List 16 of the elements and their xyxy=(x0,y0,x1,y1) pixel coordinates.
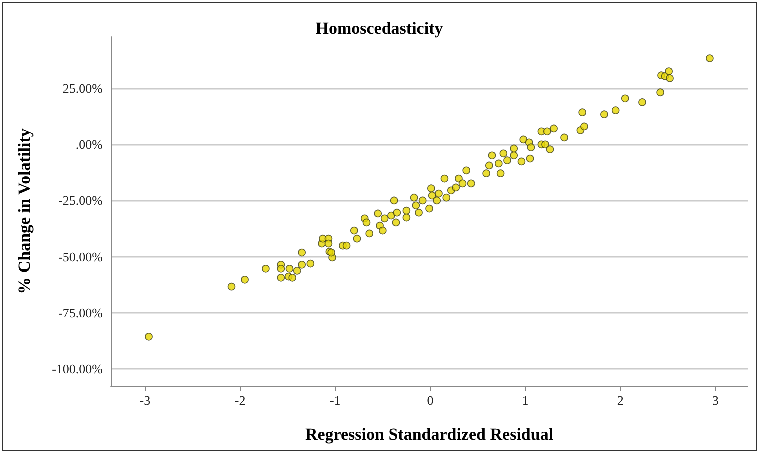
x-tick-label: 3 xyxy=(712,393,719,408)
y-tick-label: -50.00% xyxy=(58,249,104,264)
y-tick-label: -75.00% xyxy=(58,305,104,320)
y-tick-label: 25.00% xyxy=(62,81,104,96)
chart-title: Homoscedasticity xyxy=(316,19,444,38)
y-tick-label: -25.00% xyxy=(58,193,104,208)
x-tick-label: -1 xyxy=(330,393,341,408)
x-tick-label: 2 xyxy=(617,393,624,408)
y-tick-label: .00% xyxy=(76,137,104,152)
y-tick-label: -100.00% xyxy=(52,361,104,376)
x-tick-label: -2 xyxy=(234,393,246,408)
x-tick-label: -3 xyxy=(140,393,151,408)
x-axis-title: Regression Standardized Residual xyxy=(305,425,554,444)
y-axis-title: % Change in Volatility xyxy=(15,128,34,294)
x-tick-label: 1 xyxy=(522,393,529,408)
x-tick-label: 0 xyxy=(427,393,434,408)
